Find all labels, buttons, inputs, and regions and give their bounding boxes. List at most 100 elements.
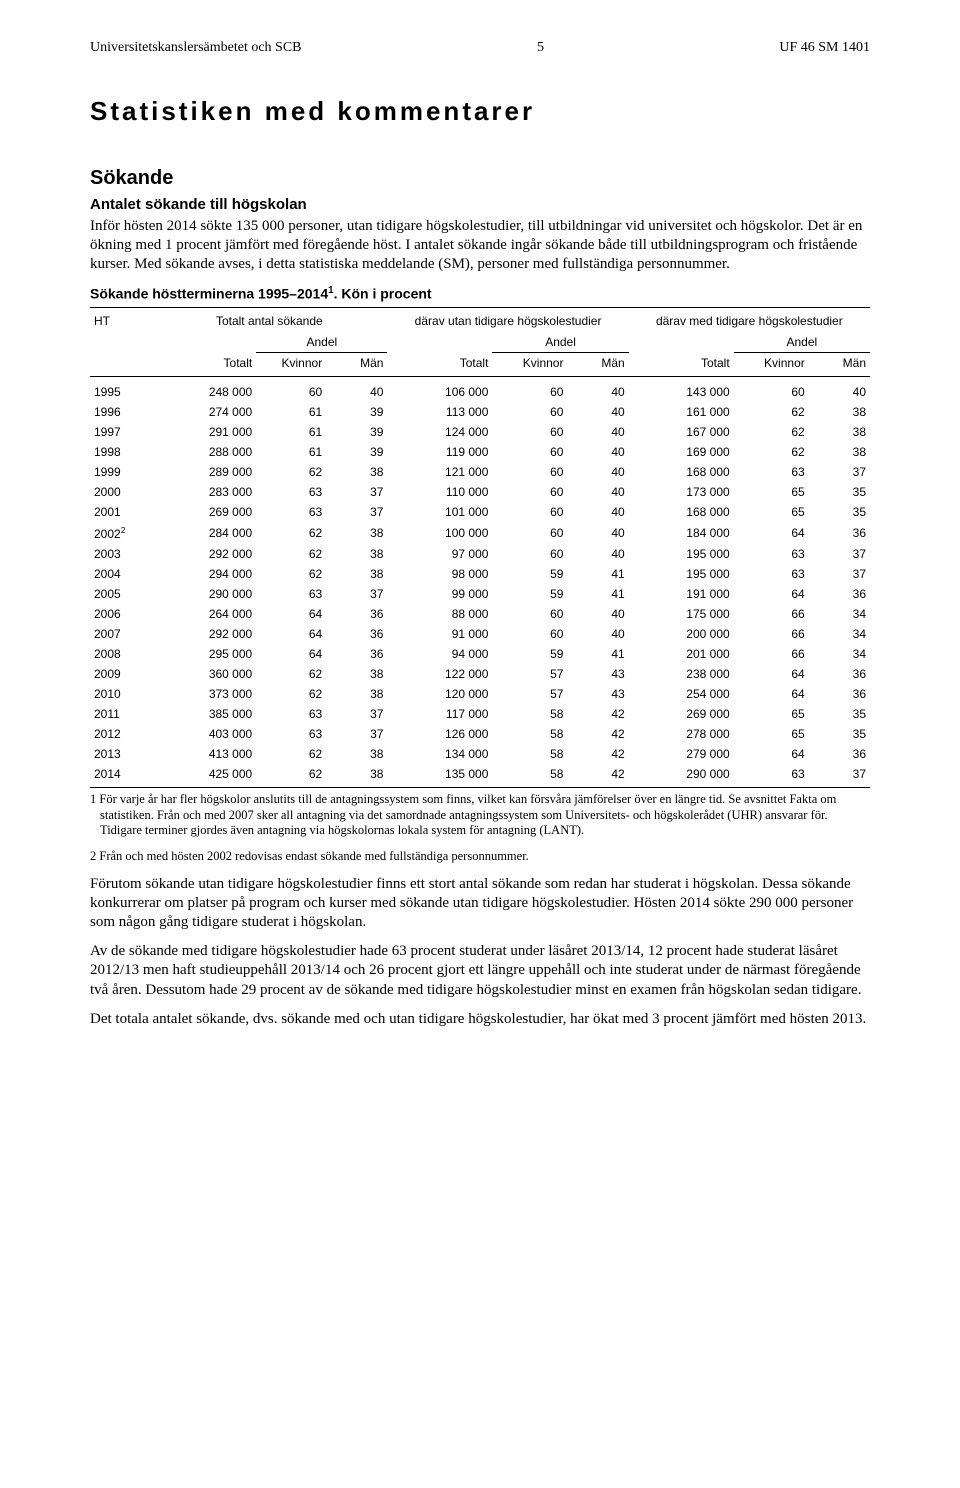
cell-value: 40 <box>567 624 628 644</box>
cell-value: 62 <box>256 544 326 564</box>
cell-value: 278 000 <box>629 724 734 744</box>
table-row: 2013413 0006238134 0005842279 0006436 <box>90 744 870 764</box>
cell-value: 37 <box>326 502 387 522</box>
cell-value: 292 000 <box>151 544 256 564</box>
cell-value: 167 000 <box>629 422 734 442</box>
cell-value: 64 <box>734 684 809 704</box>
th-totalt-2: Totalt <box>387 353 492 377</box>
cell-value: 37 <box>326 584 387 604</box>
cell-value: 40 <box>567 482 628 502</box>
cell-value: 60 <box>256 377 326 403</box>
cell-value: 35 <box>809 482 870 502</box>
header-page-number: 5 <box>537 40 544 56</box>
cell-value: 60 <box>492 402 567 422</box>
cell-year: 1999 <box>90 462 151 482</box>
cell-value: 191 000 <box>629 584 734 604</box>
cell-value: 413 000 <box>151 744 256 764</box>
cell-value: 279 000 <box>629 744 734 764</box>
table-row: 2012403 0006337126 0005842278 0006535 <box>90 724 870 744</box>
cell-value: 64 <box>734 584 809 604</box>
cell-value: 40 <box>567 544 628 564</box>
cell-value: 36 <box>809 684 870 704</box>
cell-value: 37 <box>809 764 870 788</box>
th-man-1: Män <box>326 353 387 377</box>
cell-year: 2007 <box>90 624 151 644</box>
cell-value: 64 <box>734 744 809 764</box>
cell-value: 175 000 <box>629 604 734 624</box>
table-row: 20022284 0006238100 0006040184 0006436 <box>90 522 870 544</box>
cell-value: 91 000 <box>387 624 492 644</box>
cell-value: 65 <box>734 502 809 522</box>
page: Universitetskanslersämbetet och SCB 5 UF… <box>0 0 960 1099</box>
cell-year: 2004 <box>90 564 151 584</box>
cell-value: 124 000 <box>387 422 492 442</box>
cell-value: 64 <box>734 522 809 544</box>
cell-value: 58 <box>492 704 567 724</box>
cell-value: 201 000 <box>629 644 734 664</box>
cell-value: 66 <box>734 604 809 624</box>
cell-value: 292 000 <box>151 624 256 644</box>
cell-value: 38 <box>326 462 387 482</box>
cell-value: 41 <box>567 584 628 604</box>
cell-value: 62 <box>734 402 809 422</box>
cell-year: 2001 <box>90 502 151 522</box>
cell-year: 2006 <box>90 604 151 624</box>
body-paragraph-4: Det totala antalet sökande, dvs. sökande… <box>90 1010 870 1029</box>
cell-value: 66 <box>734 624 809 644</box>
cell-value: 169 000 <box>629 442 734 462</box>
cell-value: 40 <box>326 377 387 403</box>
cell-value: 121 000 <box>387 462 492 482</box>
cell-value: 62 <box>256 764 326 788</box>
table-row: 2004294 000623898 0005941195 0006337 <box>90 564 870 584</box>
cell-value: 35 <box>809 502 870 522</box>
cell-value: 60 <box>492 422 567 442</box>
cell-value: 36 <box>809 664 870 684</box>
cell-value: 37 <box>809 544 870 564</box>
cell-year: 1996 <box>90 402 151 422</box>
cell-value: 62 <box>256 684 326 704</box>
cell-value: 122 000 <box>387 664 492 684</box>
table-row: 2000283 0006337110 0006040173 0006535 <box>90 482 870 502</box>
cell-value: 39 <box>326 442 387 462</box>
cell-value: 40 <box>567 522 628 544</box>
table-title-text-b: . Kön i procent <box>334 285 432 301</box>
th-man-2: Män <box>567 353 628 377</box>
cell-year: 1995 <box>90 377 151 403</box>
table-row: 2007292 000643691 0006040200 0006634 <box>90 624 870 644</box>
cell-value: 63 <box>734 764 809 788</box>
cell-value: 39 <box>326 422 387 442</box>
cell-value: 38 <box>326 564 387 584</box>
cell-value: 60 <box>492 482 567 502</box>
cell-value: 37 <box>326 724 387 744</box>
cell-value: 38 <box>326 664 387 684</box>
cell-value: 38 <box>326 544 387 564</box>
cell-value: 120 000 <box>387 684 492 704</box>
th-kvinnor-2: Kvinnor <box>492 353 567 377</box>
cell-year: 1998 <box>90 442 151 462</box>
cell-value: 58 <box>492 724 567 744</box>
cell-value: 37 <box>809 462 870 482</box>
cell-value: 58 <box>492 764 567 788</box>
table-row: 1995248 0006040106 0006040143 0006040 <box>90 377 870 403</box>
cell-value: 57 <box>492 684 567 704</box>
cell-year: 1997 <box>90 422 151 442</box>
cell-value: 360 000 <box>151 664 256 684</box>
cell-value: 294 000 <box>151 564 256 584</box>
table-row: 2005290 000633799 0005941191 0006436 <box>90 584 870 604</box>
table-title: Sökande höstterminerna 1995–20141. Kön i… <box>90 285 870 302</box>
cell-value: 43 <box>567 664 628 684</box>
th-man-3: Män <box>809 353 870 377</box>
cell-value: 40 <box>567 377 628 403</box>
cell-value: 43 <box>567 684 628 704</box>
cell-year: 2012 <box>90 724 151 744</box>
cell-value: 36 <box>809 522 870 544</box>
cell-value: 88 000 <box>387 604 492 624</box>
table-row: 2003292 000623897 0006040195 0006337 <box>90 544 870 564</box>
cell-value: 37 <box>326 482 387 502</box>
cell-value: 161 000 <box>629 402 734 422</box>
section-title: Sökande <box>90 167 870 190</box>
cell-value: 63 <box>256 724 326 744</box>
cell-value: 38 <box>326 522 387 544</box>
subsection-title: Antalet sökande till högskolan <box>90 196 870 213</box>
cell-value: 200 000 <box>629 624 734 644</box>
